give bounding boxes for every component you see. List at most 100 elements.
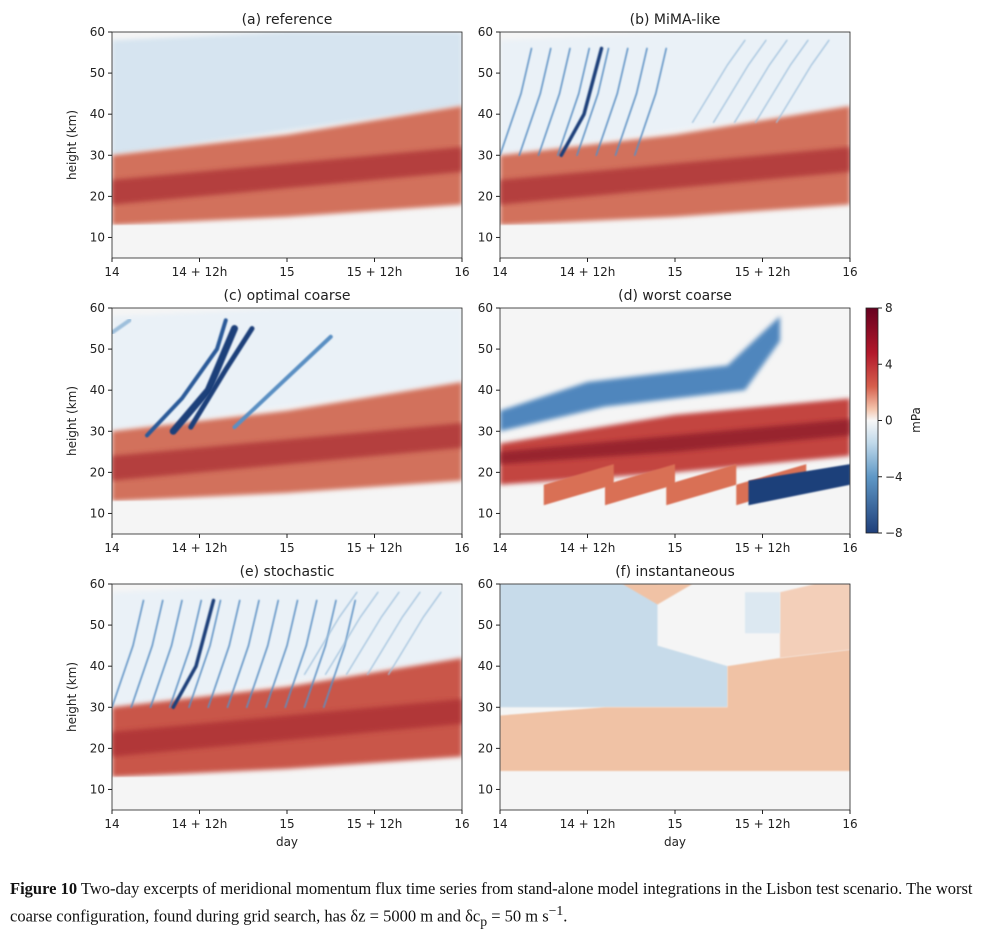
flux-streak [518, 47, 552, 157]
x-tick-label: 15 [667, 541, 682, 555]
y-tick-label: 50 [90, 66, 105, 80]
y-tick-label: 20 [478, 741, 493, 755]
flux-region [112, 699, 462, 757]
heatmap [112, 584, 462, 810]
flux-streak [324, 591, 379, 676]
flux-streak [149, 599, 183, 709]
panel-4: (e) stochastic 14 14 + 12h 15 15 + 12h 16 10 20… [65, 564, 470, 849]
x-tick-label: 15 + 12h [347, 541, 403, 555]
flux-streak [112, 318, 132, 335]
flux-streak [754, 39, 809, 124]
flux-region [112, 32, 462, 156]
flux-region [745, 592, 780, 634]
flux-region [112, 423, 462, 481]
x-tick-label: 14 + 12h [560, 265, 616, 279]
flux-region [500, 316, 780, 432]
x-tick-label: 15 + 12h [347, 817, 403, 831]
panel-title: (b) MiMA-like [630, 12, 721, 28]
caption-sub: p [480, 913, 488, 929]
flux-streak [557, 47, 590, 157]
flux-streak [500, 47, 533, 157]
flux-streak [171, 598, 216, 710]
x-tick-label: 15 + 12h [735, 541, 791, 555]
heatmap [500, 308, 850, 534]
flux-streak [145, 318, 228, 438]
x-tick-label: 14 + 12h [172, 817, 228, 831]
flux-streak [691, 39, 746, 124]
panel-5: (f) instantaneous 14 14 + 12h 15 15 + 12h 16 1… [478, 564, 858, 849]
x-tick-label: 16 [454, 265, 469, 279]
figure-caption: Figure 10 Two-day excerpts of meridional… [10, 878, 985, 933]
flux-region [543, 464, 614, 506]
x-tick-label: 15 [279, 265, 294, 279]
y-tick-label: 40 [90, 659, 105, 673]
panel-0: (a) reference 14 14 + 12h 15 15 + 12h 16 10 20 3… [65, 12, 470, 279]
colorbar-tick-label: −4 [885, 470, 903, 484]
colorbar-tick-label: 8 [885, 301, 893, 315]
y-tick-label: 40 [478, 383, 493, 397]
flux-region [500, 649, 850, 771]
y-tick-label: 60 [478, 301, 493, 315]
x-tick-label: 15 [667, 817, 682, 831]
y-tick-label: 60 [90, 301, 105, 315]
x-axis-label: day [276, 835, 298, 849]
flux-region [748, 464, 850, 506]
y-tick-label: 30 [478, 700, 493, 714]
y-tick-label: 20 [478, 189, 493, 203]
flux-streak [712, 39, 767, 124]
flux-streak [634, 47, 667, 157]
panel-title: (c) optimal coarse [224, 288, 351, 304]
x-tick-label: 14 [492, 541, 507, 555]
x-tick-label: 14 + 12h [560, 541, 616, 555]
flux-streak [303, 599, 337, 709]
x-tick-label: 14 [104, 541, 119, 555]
y-tick-label: 10 [478, 782, 493, 796]
caption-sup: −1 [548, 903, 564, 918]
flux-region [666, 464, 737, 506]
x-tick-label: 14 + 12h [172, 265, 228, 279]
y-axis-label: height (km) [65, 110, 79, 180]
x-tick-label: 15 [279, 817, 294, 831]
y-tick-label: 20 [478, 465, 493, 479]
caption-text: Two-day excerpts of meridional momentum … [10, 879, 973, 926]
colorbar-label: mPa [909, 407, 923, 433]
x-tick-label: 14 [492, 265, 507, 279]
x-tick-label: 14 [104, 265, 119, 279]
flux-region [605, 464, 675, 506]
heatmap [500, 32, 850, 258]
flux-streak [323, 599, 356, 709]
figure: (a) reference 14 14 + 12h 15 15 + 12h 16 10 20 3… [65, 12, 923, 849]
y-tick-label: 40 [90, 383, 105, 397]
x-tick-label: 15 + 12h [735, 817, 791, 831]
x-tick-label: 14 [104, 817, 119, 831]
caption-end: . [563, 906, 568, 926]
y-tick-label: 30 [90, 700, 105, 714]
flux-streak [188, 599, 222, 709]
flux-streak [595, 47, 629, 157]
flux-streak [226, 599, 260, 709]
caption-tail: = 50 m s [487, 906, 549, 926]
panel-1: (b) MiMA-like 14 14 + 12h 15 15 + 12h 16 10 20 3… [478, 12, 858, 279]
heatmap [112, 32, 462, 258]
flux-streak [112, 599, 145, 709]
flux-streak [232, 334, 333, 430]
x-axis-label: day [664, 835, 686, 849]
y-tick-label: 50 [478, 66, 493, 80]
flux-region [500, 584, 728, 708]
x-tick-label: 16 [454, 817, 469, 831]
y-axis-label: height (km) [65, 386, 79, 456]
flux-streak [614, 47, 648, 157]
panel-3: (d) worst coarse 14 14 + 12h 15 15 + 12h 16 10… [478, 288, 858, 555]
y-tick-label: 50 [478, 342, 493, 356]
y-tick-label: 30 [90, 148, 105, 162]
y-tick-label: 30 [478, 424, 493, 438]
y-tick-label: 30 [90, 424, 105, 438]
flux-streak [284, 599, 318, 709]
x-tick-label: 15 + 12h [347, 265, 403, 279]
colorbar-tick-label: 0 [885, 414, 893, 428]
flux-region [112, 501, 462, 534]
colorbar: 8 4 0 −4 −8 mPa [865, 301, 923, 540]
y-tick-label: 20 [90, 465, 105, 479]
flux-region [500, 147, 850, 205]
flux-streak [207, 599, 241, 709]
